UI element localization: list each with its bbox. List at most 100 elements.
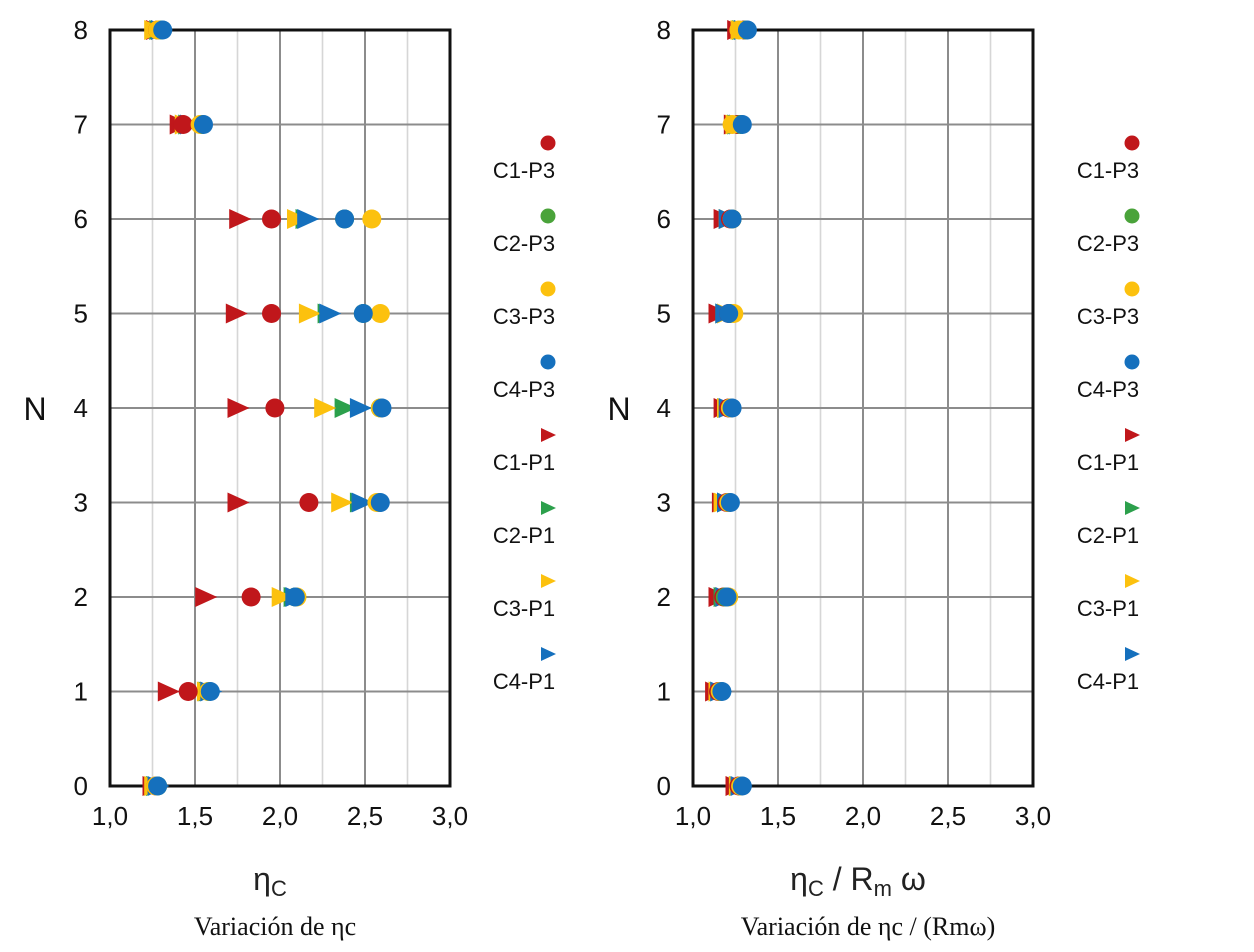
- data-point-circle: [241, 587, 261, 607]
- data-point-circle: [194, 115, 213, 134]
- data-point-triangle: [331, 492, 354, 513]
- legend-marker-circle: [1124, 281, 1140, 297]
- legend-label: C2-P3: [493, 231, 555, 256]
- data-point-circle: [285, 587, 305, 607]
- legend-item-c3-p3: C3-P3: [1077, 281, 1140, 329]
- legend-marker-triangle: [541, 574, 556, 588]
- x-axis-label: ηC / Rm ω: [790, 861, 926, 901]
- data-point-circle: [173, 115, 193, 134]
- legend-item-c2-p3: C2-P3: [493, 208, 556, 256]
- legend-marker-triangle: [1125, 428, 1140, 442]
- data-point-circle: [262, 209, 281, 229]
- data-point-circle: [722, 209, 742, 229]
- legend-item-c3-p3: C3-P3: [493, 281, 556, 329]
- x-axis-label: ηC: [253, 861, 287, 901]
- y-tick-label: 3: [74, 488, 88, 518]
- data-point-triangle: [225, 303, 248, 324]
- y-tick-label: 5: [657, 299, 671, 329]
- legend-item-c1-p3: C1-P3: [493, 135, 556, 183]
- data-point-circle: [200, 682, 220, 701]
- legend-item-c1-p1: C1-P1: [1077, 428, 1140, 475]
- data-point-circle: [712, 682, 732, 701]
- x-tick-label: 2,5: [930, 801, 966, 831]
- legend-marker-triangle: [541, 647, 556, 661]
- data-point-triangle: [229, 209, 252, 229]
- data-point-circle: [353, 304, 373, 323]
- legend-marker-triangle: [1125, 647, 1140, 661]
- legend-marker-circle: [1124, 354, 1140, 370]
- series-c4-p3: [712, 20, 757, 796]
- legend-marker-triangle: [1125, 501, 1140, 515]
- legend-item-c4-p3: C4-P3: [493, 354, 556, 402]
- y-tick-label: 0: [74, 771, 88, 801]
- y-tick-label: 6: [657, 204, 671, 234]
- legend-label: C2-P1: [1077, 523, 1139, 548]
- plot-frame: [108, 28, 452, 788]
- legend-item-c3-p1: C3-P1: [493, 574, 556, 621]
- legend-marker-triangle: [541, 428, 556, 442]
- legend-item-c1-p1: C1-P1: [493, 428, 556, 475]
- figure-caption: Variación de ηc: [194, 912, 356, 941]
- data-point-triangle: [334, 398, 357, 418]
- plot-frame: [691, 28, 1035, 788]
- y-tick-label: 7: [657, 110, 671, 140]
- legend-label: C3-P1: [1077, 596, 1139, 621]
- y-tick-label: 5: [74, 299, 88, 329]
- legend-label: C1-P1: [493, 450, 555, 475]
- x-tick-label: 3,0: [1015, 801, 1051, 831]
- data-point-circle: [737, 20, 757, 40]
- legend-label: C3-P3: [493, 304, 555, 329]
- legend-item-c2-p1: C2-P1: [493, 501, 556, 548]
- y-tick-label: 0: [657, 771, 671, 801]
- legend-label: C2-P1: [493, 523, 555, 548]
- data-point-triangle: [227, 398, 250, 418]
- legend-label: C3-P1: [493, 596, 555, 621]
- legend-marker-circle: [1124, 208, 1140, 224]
- legend-item-c4-p3: C4-P3: [1077, 354, 1140, 402]
- x-tick-label: 1,5: [177, 801, 213, 831]
- legend-label: C1-P3: [493, 158, 555, 183]
- data-point-circle: [732, 115, 752, 134]
- x-tick-label: 2,0: [845, 801, 881, 831]
- y-tick-label: 1: [74, 677, 88, 707]
- legend-item-c4-p1: C4-P1: [1077, 647, 1140, 694]
- legend-label: C4-P1: [493, 669, 555, 694]
- data-point-circle: [362, 209, 382, 229]
- x-tick-label: 1,5: [760, 801, 796, 831]
- legend-marker-triangle: [541, 501, 556, 515]
- legend-label: C4-P3: [493, 377, 555, 402]
- data-point-circle: [148, 776, 168, 796]
- data-point-triangle: [319, 303, 342, 324]
- y-tick-label: 7: [74, 110, 88, 140]
- data-point-circle: [719, 304, 739, 323]
- legend-label: C1-P1: [1077, 450, 1139, 475]
- legend-label: C4-P3: [1077, 377, 1139, 402]
- data-point-triangle: [314, 398, 337, 418]
- legend-marker-triangle: [1125, 574, 1140, 588]
- data-point-circle: [153, 20, 173, 40]
- legend-item-c3-p1: C3-P1: [1077, 574, 1140, 621]
- series-c4-p3: [148, 20, 392, 796]
- chart-eta-c: 0 1 2 3 4 5 6 7 8 1,0 1,5 2,0 2,5 3,0 NηC Variación de …: [23, 15, 556, 941]
- data-point-circle: [722, 398, 742, 418]
- data-point-circle: [372, 398, 392, 418]
- data-point-circle: [178, 682, 198, 701]
- legend-marker-circle: [540, 281, 556, 297]
- y-tick-label: 8: [74, 15, 88, 45]
- data-point-triangle: [195, 587, 218, 607]
- data-point-triangle: [157, 681, 180, 702]
- data-point-circle: [717, 587, 737, 607]
- data-point-circle: [370, 493, 390, 512]
- x-tick-label: 1,0: [675, 801, 711, 831]
- y-tick-label: 2: [74, 582, 88, 612]
- legend-item-c4-p1: C4-P1: [493, 647, 556, 694]
- data-point-triangle: [227, 492, 250, 513]
- legend-item-c1-p3: C1-P3: [1077, 135, 1140, 183]
- y-tick-label: 4: [657, 393, 671, 423]
- y-tick-label: 4: [74, 393, 88, 423]
- data-point-circle: [720, 493, 740, 512]
- legend-label: C4-P1: [1077, 669, 1139, 694]
- data-point-triangle: [349, 398, 372, 418]
- legend-marker-circle: [540, 208, 556, 224]
- legend-item-c2-p1: C2-P1: [1077, 501, 1140, 548]
